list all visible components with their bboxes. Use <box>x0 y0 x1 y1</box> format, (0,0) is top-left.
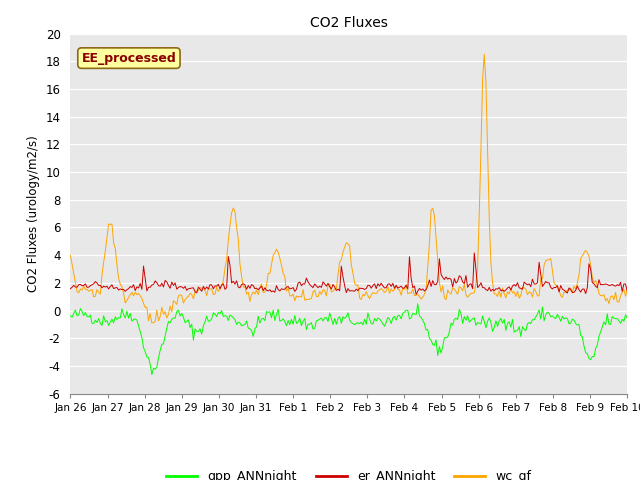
Text: EE_processed: EE_processed <box>81 51 176 65</box>
Y-axis label: CO2 Fluxes (urology/m2/s): CO2 Fluxes (urology/m2/s) <box>27 135 40 292</box>
Title: CO2 Fluxes: CO2 Fluxes <box>310 16 388 30</box>
Legend: gpp_ANNnight, er_ANNnight, wc_gf: gpp_ANNnight, er_ANNnight, wc_gf <box>161 465 536 480</box>
